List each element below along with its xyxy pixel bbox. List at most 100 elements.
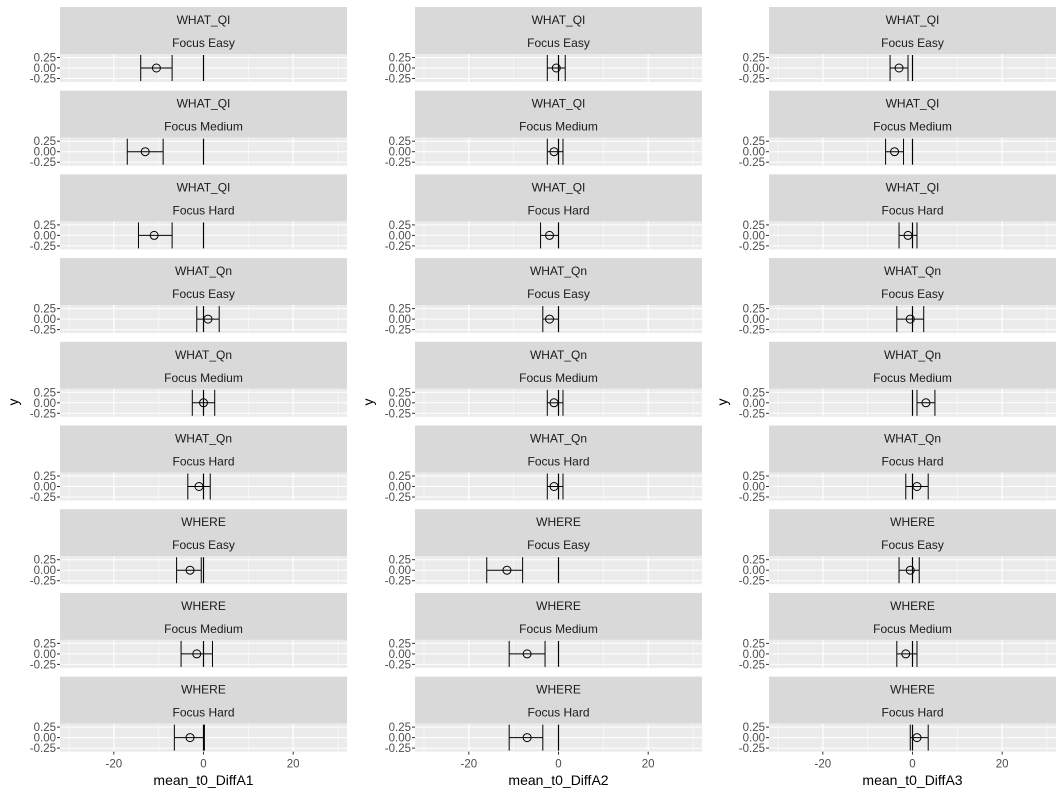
data-point: [905, 565, 915, 575]
x-axis-title: mean_t0_DiffA2: [508, 772, 608, 788]
y-tick-label: 0.00: [34, 147, 56, 159]
facet-strip-label: Focus Hard: [881, 203, 943, 217]
data-point: [905, 314, 915, 324]
y-tick-label: 0.25: [34, 471, 56, 483]
y-tick-label: 0.25: [389, 638, 411, 650]
facet-strip: [415, 425, 702, 473]
facet-strip: [769, 509, 1056, 557]
facet-strip-label: WHAT_Qn: [530, 432, 587, 446]
facet-strip: [415, 90, 702, 138]
y-tick-label: -0.25: [30, 74, 56, 86]
facet-strip-label: Focus Hard: [527, 203, 589, 217]
y-tick-label: 0.00: [389, 230, 411, 242]
facet-strip-label: Focus Easy: [881, 538, 944, 552]
facet-strip-label: Focus Easy: [881, 36, 944, 50]
data-point: [192, 649, 202, 659]
y-tick-label: 0.25: [34, 722, 56, 734]
facet-strip-label: Focus Hard: [881, 706, 943, 720]
y-tick-label: 0.00: [743, 398, 765, 410]
facet-strip: [769, 174, 1056, 222]
x-tick-label: -20: [815, 759, 832, 771]
y-tick-label: 0.25: [743, 387, 765, 399]
facet-strip-label: WHERE: [890, 683, 935, 697]
y-tick-label: -0.25: [739, 157, 765, 169]
facet-strip: [769, 676, 1056, 724]
facet-strip: [60, 258, 347, 306]
y-tick-label: 0.25: [743, 555, 765, 567]
facet-strip-label: WHAT_QI: [177, 13, 231, 27]
y-tick-label: 0.25: [389, 136, 411, 148]
y-tick-label: -0.25: [385, 659, 411, 671]
y-tick-label: 0.00: [743, 63, 765, 75]
y-tick-label: 0.00: [743, 147, 765, 159]
y-tick-label: -0.25: [385, 408, 411, 420]
x-tick-label: 0: [909, 759, 915, 771]
y-tick-label: 0.25: [743, 638, 765, 650]
y-tick-label: -0.25: [385, 743, 411, 755]
y-tick-label: -0.25: [739, 743, 765, 755]
facet-strip-label: Focus Hard: [527, 706, 589, 720]
facet-strip-label: WHERE: [536, 515, 581, 529]
y-tick-label: -0.25: [385, 157, 411, 169]
x-tick-label: 0: [200, 759, 206, 771]
data-point: [545, 314, 555, 324]
y-tick-label: -0.25: [30, 576, 56, 588]
y-tick-label: -0.25: [385, 74, 411, 86]
facet-strip: [60, 90, 347, 138]
facet-strip: [60, 676, 347, 724]
y-tick-label: 0.00: [34, 649, 56, 661]
y-tick-label: 0.25: [743, 53, 765, 65]
facet-strip: [769, 592, 1056, 640]
facet-strip-label: Focus Medium: [873, 371, 952, 385]
x-tick-label: 20: [287, 759, 300, 771]
y-tick-label: -0.25: [739, 659, 765, 671]
facet-strip-label: Focus Medium: [164, 371, 243, 385]
x-axis-title: mean_t0_DiffA3: [862, 772, 962, 788]
facet-strip-label: Focus Hard: [527, 455, 589, 469]
facet-strip: [415, 258, 702, 306]
y-tick-label: 0.25: [389, 53, 411, 65]
facet-strip: [769, 341, 1056, 389]
facet-strip-label: WHERE: [181, 515, 226, 529]
facet-strip: [769, 425, 1056, 473]
y-tick-label: -0.25: [739, 74, 765, 86]
facet-strip: [60, 341, 347, 389]
y-tick-label: 0.00: [743, 565, 765, 577]
facet-strip: [769, 7, 1056, 54]
data-point: [194, 482, 204, 491]
data-point: [549, 398, 559, 408]
y-tick-label: 0.25: [389, 471, 411, 483]
facet-strip-label: WHAT_Qn: [530, 348, 587, 362]
facet-strip-label: WHERE: [536, 683, 581, 697]
y-tick-label: -0.25: [385, 492, 411, 504]
y-tick-label: 0.00: [389, 482, 411, 494]
data-point: [140, 147, 150, 157]
data-point: [185, 733, 195, 743]
data-point: [203, 314, 213, 324]
facet-strip: [415, 341, 702, 389]
y-tick-label: -0.25: [739, 576, 765, 588]
y-tick-label: 0.00: [743, 314, 765, 326]
y-tick-label: 0.00: [34, 230, 56, 242]
y-axis-title: y: [5, 399, 21, 406]
facet-strip: [415, 592, 702, 640]
facet-strip-label: Focus Medium: [873, 622, 952, 636]
y-tick-label: -0.25: [30, 241, 56, 253]
facet-strip-label: WHERE: [181, 599, 226, 613]
facet-strip-label: Focus Hard: [172, 203, 234, 217]
y-tick-label: 0.25: [743, 304, 765, 316]
y-tick-label: 0.25: [389, 220, 411, 232]
y-tick-label: 0.00: [743, 482, 765, 494]
y-tick-label: -0.25: [385, 325, 411, 337]
data-point: [549, 147, 559, 157]
data-point: [890, 147, 900, 157]
y-tick-label: -0.25: [30, 492, 56, 504]
facet-strip-label: Focus Easy: [881, 287, 944, 301]
y-tick-label: -0.25: [30, 743, 56, 755]
facet-strip-label: Focus Hard: [172, 706, 234, 720]
facet-strip-label: WHERE: [890, 515, 935, 529]
facet-strip-label: WHAT_QI: [886, 13, 940, 27]
data-point: [903, 230, 913, 240]
